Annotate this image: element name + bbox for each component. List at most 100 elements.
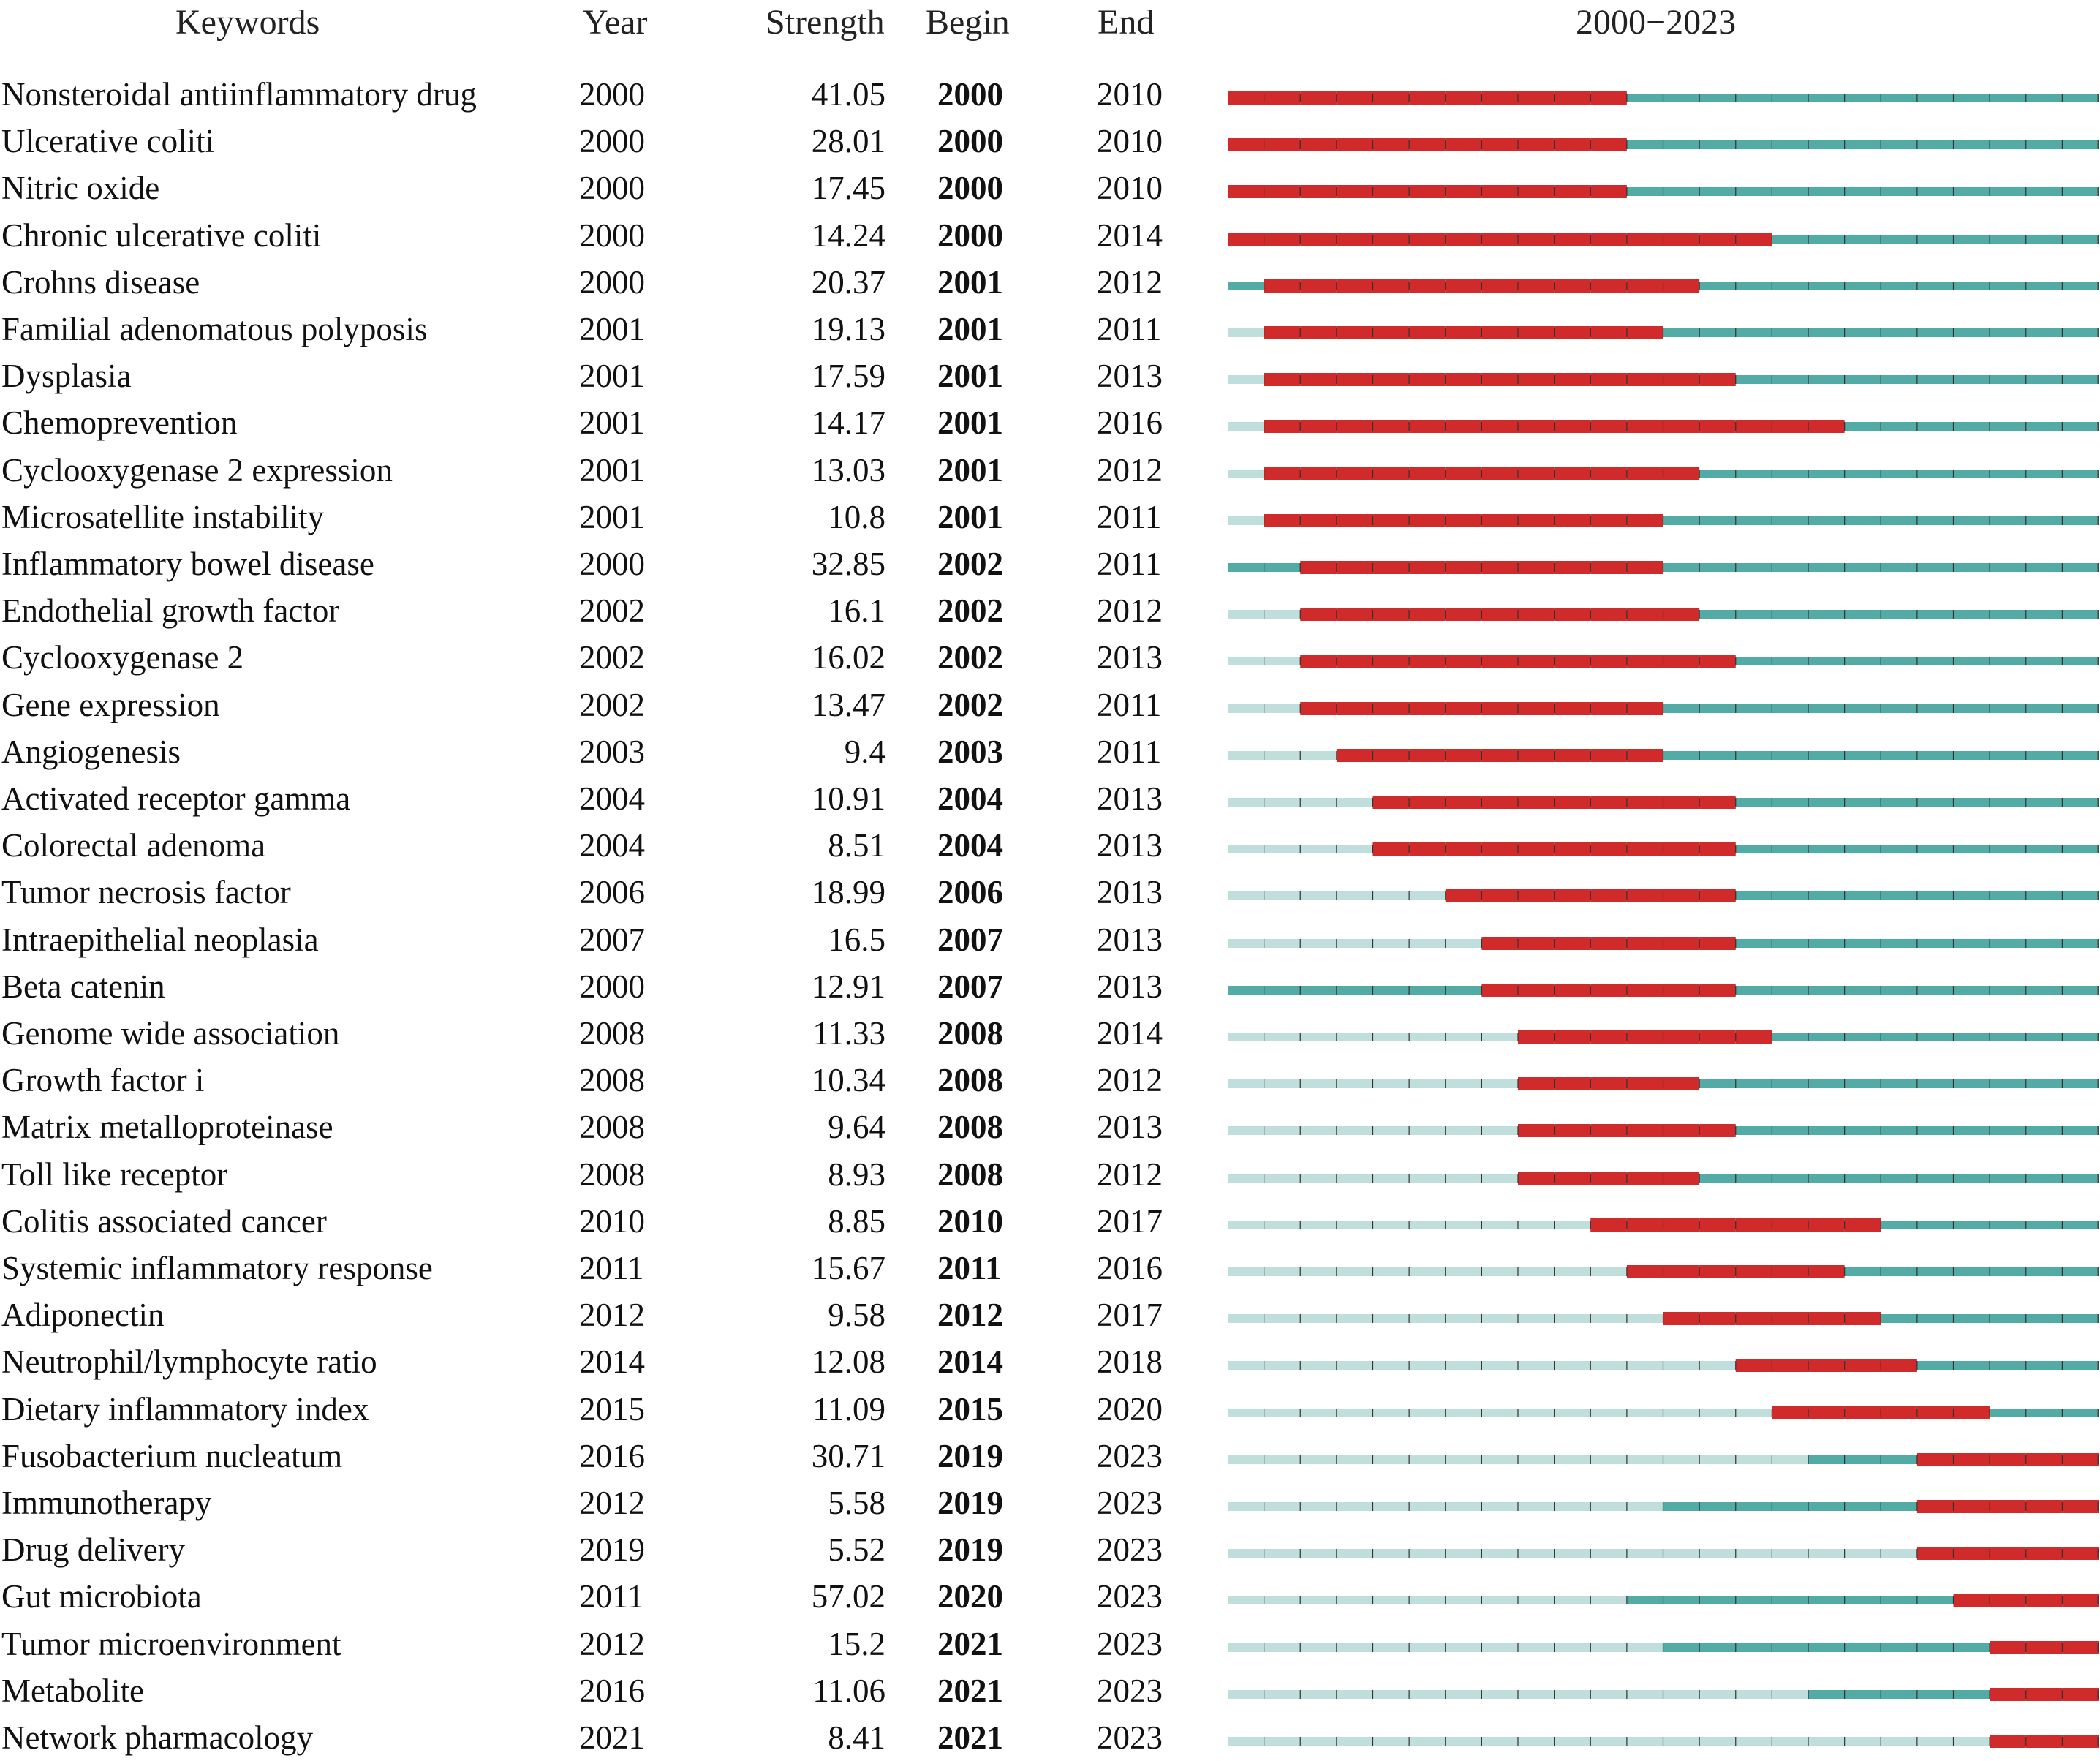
- inactive-segment: [1445, 1643, 1482, 1652]
- active-segment: [1990, 469, 2026, 478]
- begin-cell: 2002: [937, 546, 1003, 582]
- inactive-segment: [1590, 1408, 1627, 1417]
- keyword-cell: Gene expression: [1, 686, 220, 723]
- inactive-segment: [1626, 1549, 1663, 1558]
- active-segment: [1990, 140, 2026, 150]
- burst-segment: [1445, 373, 1482, 387]
- burst-segment: [1626, 701, 1663, 715]
- inactive-segment: [1300, 845, 1337, 854]
- year-cell: 2011: [579, 1578, 644, 1615]
- inactive-segment: [1264, 1596, 1301, 1605]
- strength-cell: 5.58: [828, 1485, 885, 1521]
- inactive-segment: [1554, 1220, 1591, 1229]
- burst-segment: [1518, 185, 1555, 199]
- year-cell: 2001: [579, 498, 645, 535]
- burst-segment: [1626, 842, 1663, 856]
- burst-segment: [1445, 561, 1482, 574]
- keyword-cell: Crohns disease: [1, 263, 200, 301]
- inactive-segment: [1372, 1549, 1410, 1558]
- table-row: Systemic inflammatory response 2011 15.67 2…: [0, 1245, 2100, 1291]
- burst-segment: [1663, 655, 1700, 668]
- active-segment: [1735, 845, 1772, 854]
- active-segment: [1772, 704, 1809, 713]
- active-segment: [1699, 140, 1736, 150]
- table-row: Metabolite 2016 11.06 2021 2023: [0, 1667, 2100, 1714]
- burst-segment: [1554, 655, 1591, 668]
- inactive-segment: [1300, 1361, 1337, 1370]
- inactive-segment: [1372, 1314, 1410, 1324]
- header-year: Year: [583, 3, 648, 42]
- burst-segment: [1518, 561, 1555, 574]
- burst-segment: [1699, 936, 1736, 950]
- table-row: Endothelial growth factor 2002 16.1 2002 201…: [0, 587, 2100, 634]
- inactive-segment: [1409, 1033, 1446, 1041]
- active-segment: [1699, 563, 1736, 572]
- active-segment: [1953, 1173, 1990, 1183]
- burst-timeline: [1228, 420, 2099, 434]
- year-cell: 2007: [579, 921, 645, 958]
- active-segment: [1844, 1267, 1881, 1276]
- active-segment: [1881, 94, 1917, 102]
- burst-segment: [1626, 420, 1663, 434]
- inactive-segment: [1228, 610, 1264, 619]
- burst-segment: [1663, 373, 1700, 387]
- burst-segment: [1590, 608, 1627, 622]
- table-row: Familial adenomatous polyposis 2001 19.13 2…: [0, 306, 2100, 352]
- active-segment: [1735, 657, 1772, 666]
- burst-segment: [1554, 936, 1591, 950]
- burst-segment: [1336, 138, 1373, 152]
- inactive-segment: [1409, 1643, 1446, 1652]
- strength-cell: 8.93: [828, 1155, 885, 1193]
- active-segment: [1808, 1126, 1845, 1136]
- burst-timeline: [1228, 1265, 2099, 1278]
- burst-segment: [1336, 701, 1373, 715]
- inactive-segment: [1699, 1361, 1736, 1370]
- burst-segment: [1590, 232, 1627, 246]
- inactive-segment: [1264, 750, 1301, 760]
- inactive-segment: [1336, 1220, 1373, 1229]
- active-segment: [1300, 985, 1337, 995]
- inactive-segment: [1481, 1267, 1519, 1276]
- inactive-segment: [1590, 1596, 1627, 1605]
- end-cell: 2010: [1097, 123, 1163, 160]
- active-segment: [1844, 94, 1881, 102]
- burst-segment: [1481, 561, 1519, 574]
- inactive-segment: [1626, 1502, 1663, 1511]
- inactive-segment: [1554, 1314, 1591, 1324]
- inactive-segment: [1300, 1314, 1337, 1324]
- begin-cell: 2007: [937, 968, 1003, 1005]
- burst-segment: [1300, 279, 1337, 293]
- inactive-segment: [1481, 1173, 1519, 1183]
- inactive-segment: [1554, 1502, 1591, 1511]
- burst-segment: [1336, 373, 1373, 387]
- active-segment: [2062, 187, 2099, 197]
- burst-segment: [1336, 467, 1373, 480]
- burst-segment: [2062, 1500, 2099, 1513]
- inactive-segment: [1554, 1549, 1591, 1558]
- burst-segment: [1663, 889, 1700, 903]
- burst-segment: [1409, 185, 1446, 199]
- strength-cell: 28.01: [811, 123, 885, 160]
- active-segment: [1916, 1079, 1954, 1089]
- active-segment: [1881, 140, 1917, 150]
- active-segment: [1844, 1596, 1881, 1605]
- burst-segment: [1481, 91, 1519, 105]
- active-segment: [1844, 891, 1881, 901]
- burst-segment: [1554, 983, 1591, 997]
- table-row: Angiogenesis 2003 9.4 2003 2011: [0, 728, 2100, 775]
- inactive-segment: [1481, 1126, 1519, 1136]
- burst-segment: [1735, 232, 1772, 246]
- active-segment: [1808, 891, 1845, 901]
- active-segment: [1990, 281, 2026, 290]
- active-segment: [1336, 985, 1373, 995]
- inactive-segment: [1228, 657, 1264, 666]
- burst-segment: [1626, 373, 1663, 387]
- burst-segment: [1372, 467, 1410, 480]
- inactive-segment: [1590, 1737, 1627, 1746]
- inactive-segment: [1264, 610, 1301, 619]
- burst-segment: [1590, 138, 1627, 152]
- end-cell: 2014: [1097, 216, 1163, 254]
- active-segment: [1228, 563, 1264, 572]
- inactive-segment: [1336, 1314, 1373, 1324]
- burst-segment: [1409, 513, 1446, 527]
